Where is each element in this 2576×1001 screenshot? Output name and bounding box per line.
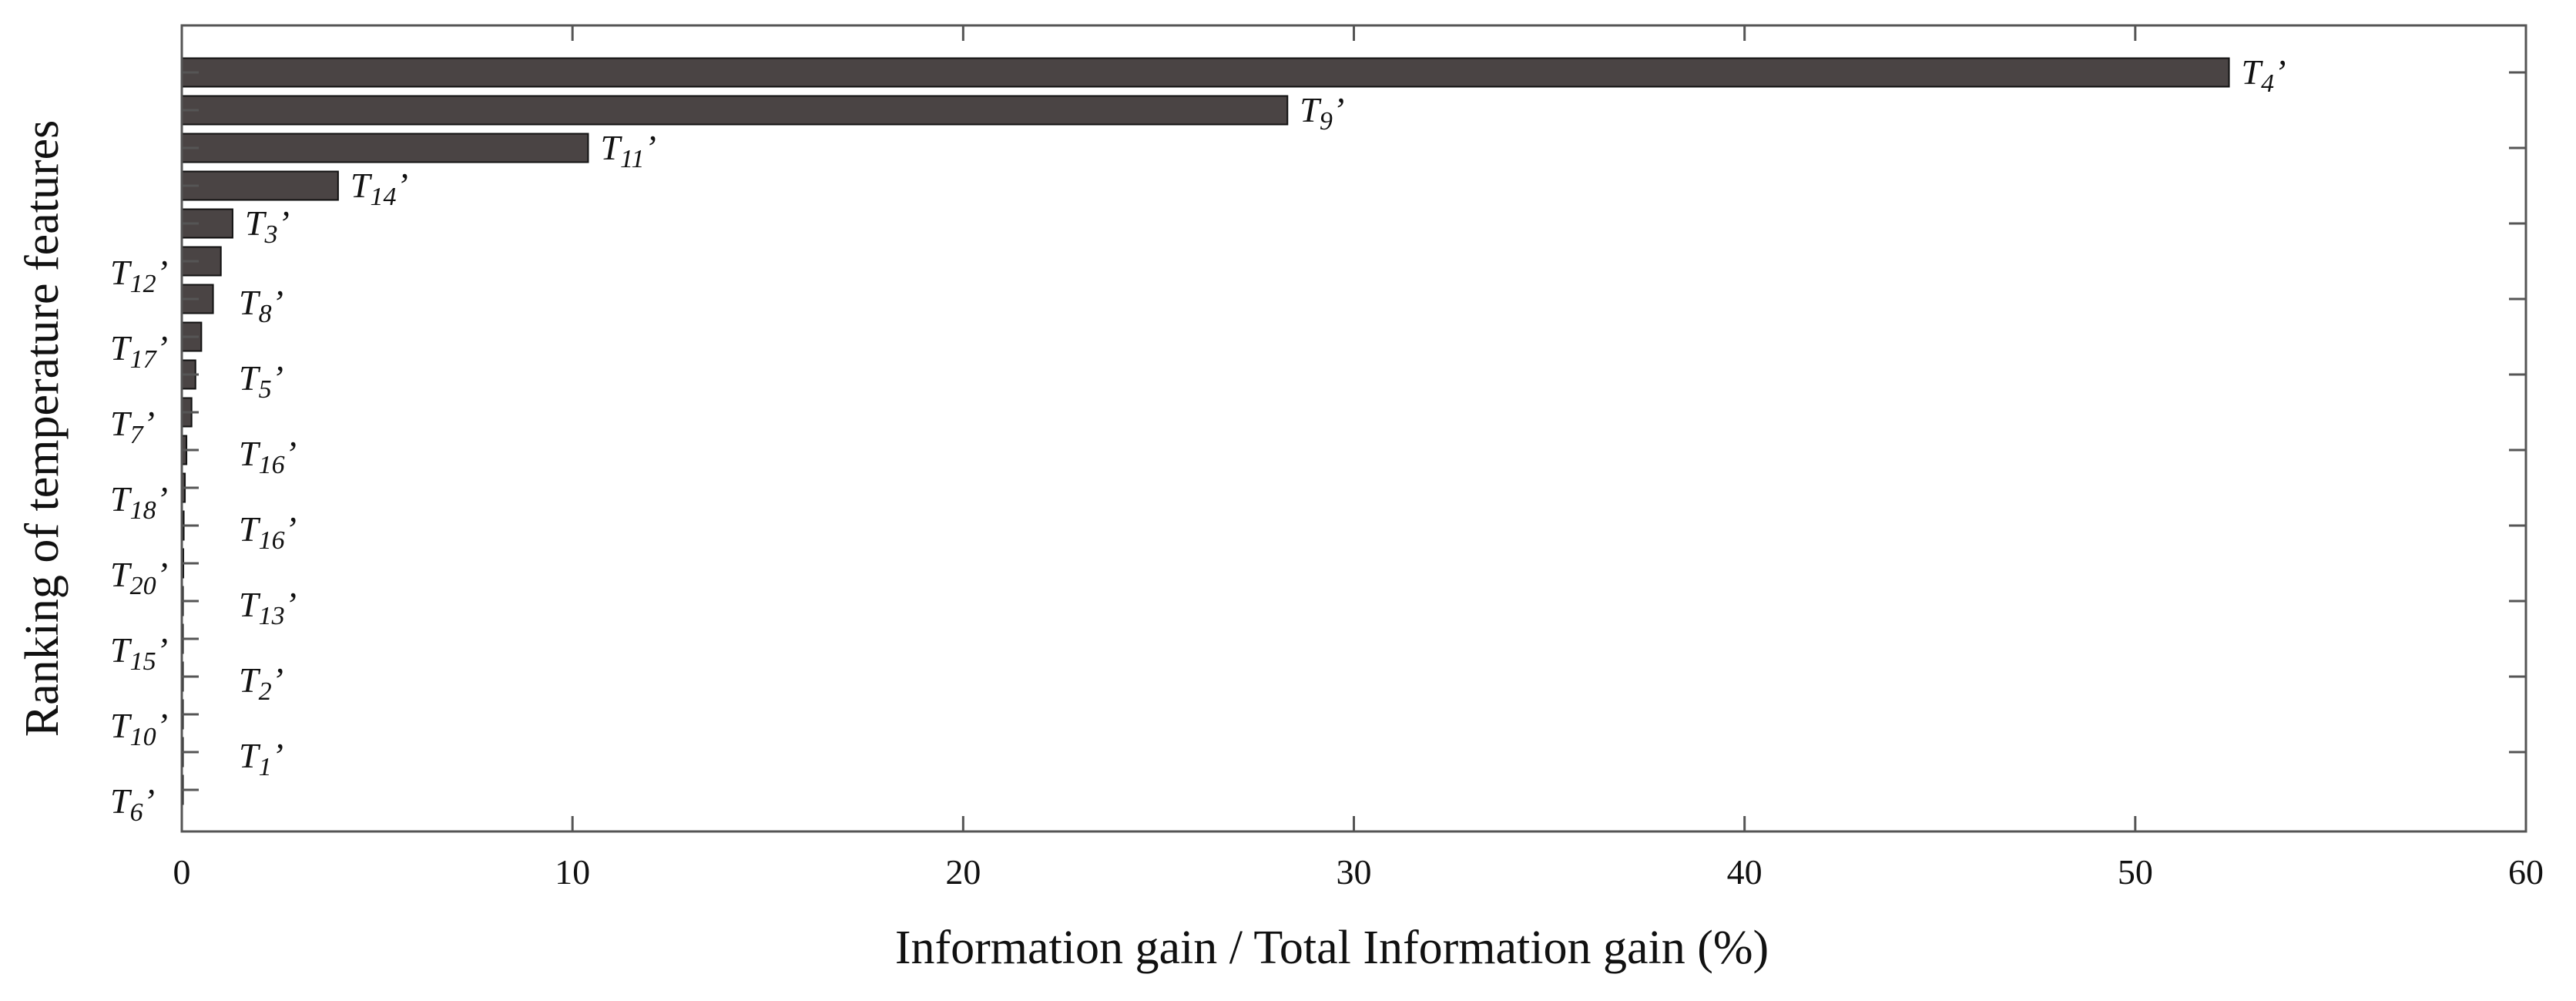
bar-label: T2’ [239, 660, 283, 706]
bar [181, 57, 2230, 88]
bar-label: T13’ [239, 585, 297, 630]
bar-labels: T4’ T9’ T11’ T14’ T3’ T12’ T8’ T17’ T5’ T7’ T16’ T1… [110, 52, 2286, 827]
x-tick-label: 10 [555, 852, 590, 892]
bar-label: T5’ [239, 358, 283, 404]
x-tick-label: 60 [2508, 852, 2544, 892]
bar [181, 133, 589, 163]
bar-label: T12’ [110, 253, 168, 298]
x-axis-ticks: 0 10 20 30 40 50 60 [173, 25, 2544, 892]
bar [181, 95, 1289, 126]
bar-label: T16’ [239, 509, 297, 555]
bar [181, 170, 339, 201]
y-ticks [182, 71, 2526, 791]
y-axis-title: Ranking of temperature features [16, 120, 69, 737]
bar-label: T15’ [110, 630, 168, 676]
bar-label: T8’ [239, 283, 283, 328]
bar-label: T20’ [110, 555, 168, 600]
bar-label: T16’ [239, 434, 297, 479]
bar-label: T9’ [1300, 90, 1344, 136]
x-axis-title: Information gain / Total Information gai… [895, 922, 1769, 974]
bar-label: T11’ [600, 128, 656, 173]
bar-label: T10’ [110, 706, 168, 751]
bar-label: T6’ [110, 781, 155, 827]
bar-label: T18’ [110, 479, 168, 525]
bar-label: T17’ [110, 328, 168, 374]
bar-label: T14’ [351, 166, 408, 211]
x-tick-label: 0 [173, 852, 191, 892]
x-tick-label: 30 [1337, 852, 1372, 892]
bars-layer [181, 57, 2230, 805]
x-tick-label: 20 [945, 852, 981, 892]
bar-label: T4’ [2242, 52, 2286, 98]
x-tick-label: 40 [1727, 852, 1763, 892]
bar-label: T3’ [245, 203, 290, 249]
bar-label: T7’ [110, 404, 155, 449]
x-tick-label: 50 [2118, 852, 2153, 892]
bar-label: T1’ [239, 736, 283, 781]
